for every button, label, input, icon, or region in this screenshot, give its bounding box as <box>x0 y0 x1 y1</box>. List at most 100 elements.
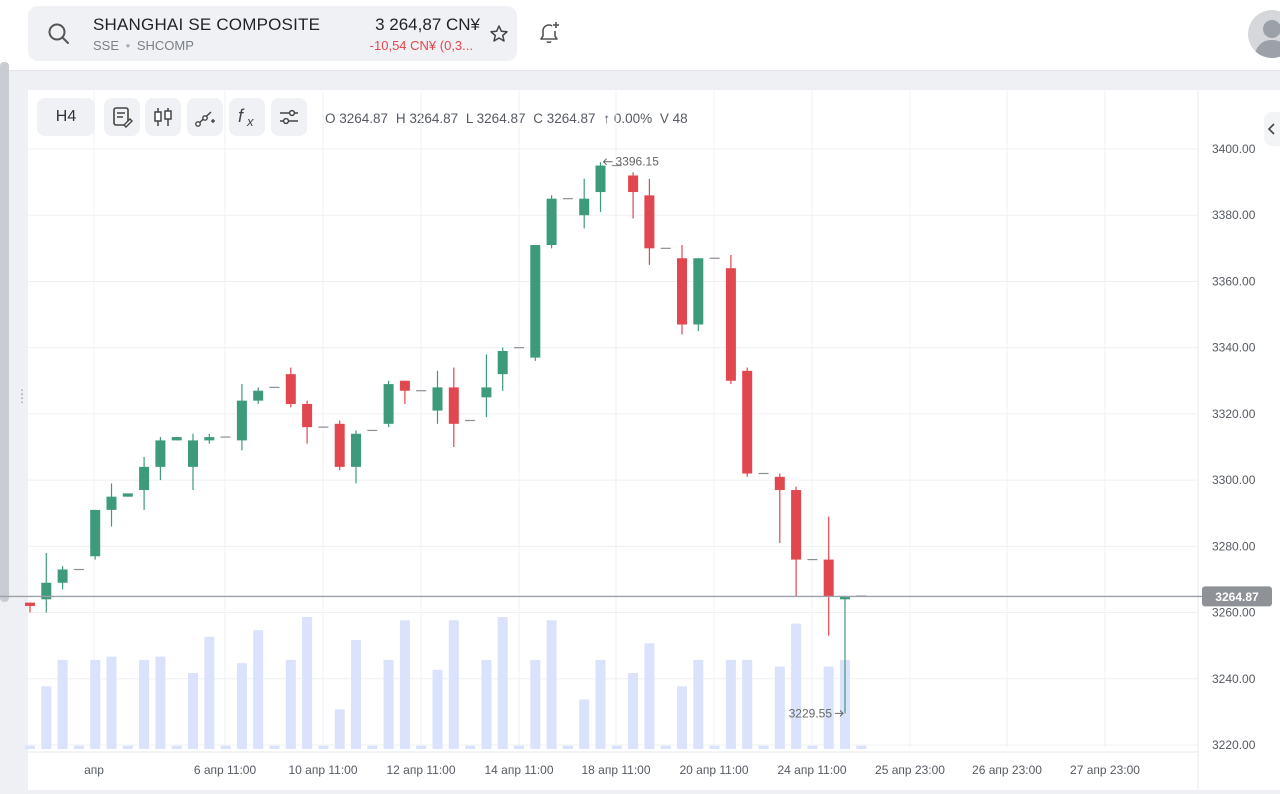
draw-line-icon <box>195 111 215 127</box>
ohlc-volume: V 48 <box>659 111 688 126</box>
time-tick-label: 6 апр 11:00 <box>194 763 257 777</box>
volume-bar <box>399 620 410 749</box>
candle-down <box>334 423 345 467</box>
volume-bars <box>25 617 867 749</box>
volume-bar <box>285 659 296 749</box>
volume-bar <box>693 659 704 749</box>
notes-button[interactable] <box>104 98 140 136</box>
exchange-label: SSE <box>93 38 120 53</box>
candle-down <box>25 602 35 606</box>
candle-down <box>677 258 687 325</box>
chart-settings-button[interactable] <box>271 98 307 136</box>
user-avatar-icon[interactable] <box>1248 10 1280 58</box>
candle-up <box>497 350 508 375</box>
volume-bar <box>448 620 459 749</box>
candle-down <box>448 387 459 424</box>
volume-bar <box>269 745 280 749</box>
side-panel-toggle[interactable] <box>1264 112 1280 146</box>
alert-plus-icon[interactable] <box>536 20 562 46</box>
candle-up <box>840 596 850 600</box>
price-tick-label: 3320.00 <box>1212 407 1256 421</box>
volume-bar <box>791 623 802 749</box>
time-tick-label: 14 апр 11:00 <box>485 763 554 777</box>
candlesticks <box>25 162 867 714</box>
time-tick-label: 24 апр 11:00 <box>778 763 847 777</box>
volume-bar <box>204 636 215 749</box>
candle-down <box>791 490 802 560</box>
volume-bar <box>742 659 753 749</box>
low-price-annotation: 3229.55 <box>789 706 833 720</box>
low-marker-arrowhead <box>839 710 844 717</box>
price-tick-label: 3300.00 <box>1212 473 1256 487</box>
time-tick-label: 12 апр 11:00 <box>387 763 456 777</box>
candle-down <box>725 268 736 381</box>
candle-up <box>90 509 101 557</box>
indicators-button[interactable]: f x <box>229 98 265 136</box>
volume-bar <box>807 745 818 749</box>
high-marker-arrowhead <box>602 158 607 166</box>
volume-bar <box>302 617 313 749</box>
candles-icon <box>154 108 172 126</box>
volume-bar <box>41 686 52 749</box>
candle-up <box>57 569 68 583</box>
candle-down <box>774 476 785 491</box>
candle-up <box>595 165 606 193</box>
price-tick-label: 3360.00 <box>1212 274 1256 288</box>
candle-up <box>432 387 443 411</box>
volume-bar <box>90 659 101 749</box>
volume-bar <box>253 630 264 749</box>
candle-up <box>693 258 704 325</box>
candle-up <box>530 245 541 358</box>
time-tick-label: 27 апр 23:00 <box>1070 763 1140 777</box>
volume-bar <box>220 745 231 749</box>
volume-bar <box>823 666 834 749</box>
chevron-left-icon <box>1267 123 1275 135</box>
volume-bar <box>856 745 867 749</box>
volume-bar <box>514 745 524 749</box>
volume-bar <box>155 656 166 749</box>
volume-bar <box>595 659 606 749</box>
symbol-exchange-line: SSE • SHCOMP <box>93 38 194 53</box>
star-icon[interactable] <box>489 24 509 44</box>
page-scrollbar[interactable] <box>0 62 9 602</box>
time-tick-label: 20 апр 11:00 <box>680 763 749 777</box>
price-change: -10,54 CN¥ (0,3... <box>369 38 473 53</box>
ohlc-high: H 3264.87 <box>395 111 459 126</box>
volume-bar <box>106 656 117 749</box>
volume-bar <box>546 620 557 749</box>
volume-bar <box>122 745 133 749</box>
ticker-label: SHCOMP <box>136 38 194 53</box>
price-tick-label: 3260.00 <box>1212 606 1256 620</box>
price-tick-label: 3240.00 <box>1212 672 1256 686</box>
volume-bar <box>774 666 785 749</box>
time-tick-label: апр <box>84 763 104 777</box>
search-icon[interactable] <box>46 21 72 47</box>
chart-grid <box>28 90 1199 790</box>
candle-up <box>579 198 590 216</box>
symbol-search-box[interactable]: SHANGHAI SE COMPOSITE SSE • SHCOMP 3 264… <box>28 6 517 61</box>
price-tick-label: 3340.00 <box>1212 341 1256 355</box>
volume-bar <box>171 745 182 749</box>
candle-up <box>171 437 182 441</box>
ohlc-close: C 3264.87 <box>533 111 596 126</box>
volume-bar <box>57 659 68 749</box>
volume-bar <box>318 745 329 749</box>
top-bar: SHANGHAI SE COMPOSITE SSE • SHCOMP 3 264… <box>0 0 1280 71</box>
candle-up <box>481 387 492 398</box>
price-axis: 3220.00 3240.00 3260.00 3280.00 3300.00 3320.… <box>1212 142 1256 752</box>
volume-bar <box>660 745 671 749</box>
svg-text:x: x <box>246 114 254 129</box>
symbol-name: SHANGHAI SE COMPOSITE <box>93 15 321 34</box>
volume-bar <box>481 659 492 749</box>
candle-down <box>399 380 410 391</box>
timeframe-button[interactable]: H4 <box>37 98 95 136</box>
volume-bar <box>188 673 198 749</box>
volume-bar <box>497 617 508 749</box>
candle-up <box>383 384 394 424</box>
candle-up <box>236 400 247 441</box>
candle-up <box>155 440 166 467</box>
chart-type-button[interactable] <box>145 98 181 136</box>
volume-bar <box>465 745 476 749</box>
drawing-tools-button[interactable] <box>187 98 223 136</box>
